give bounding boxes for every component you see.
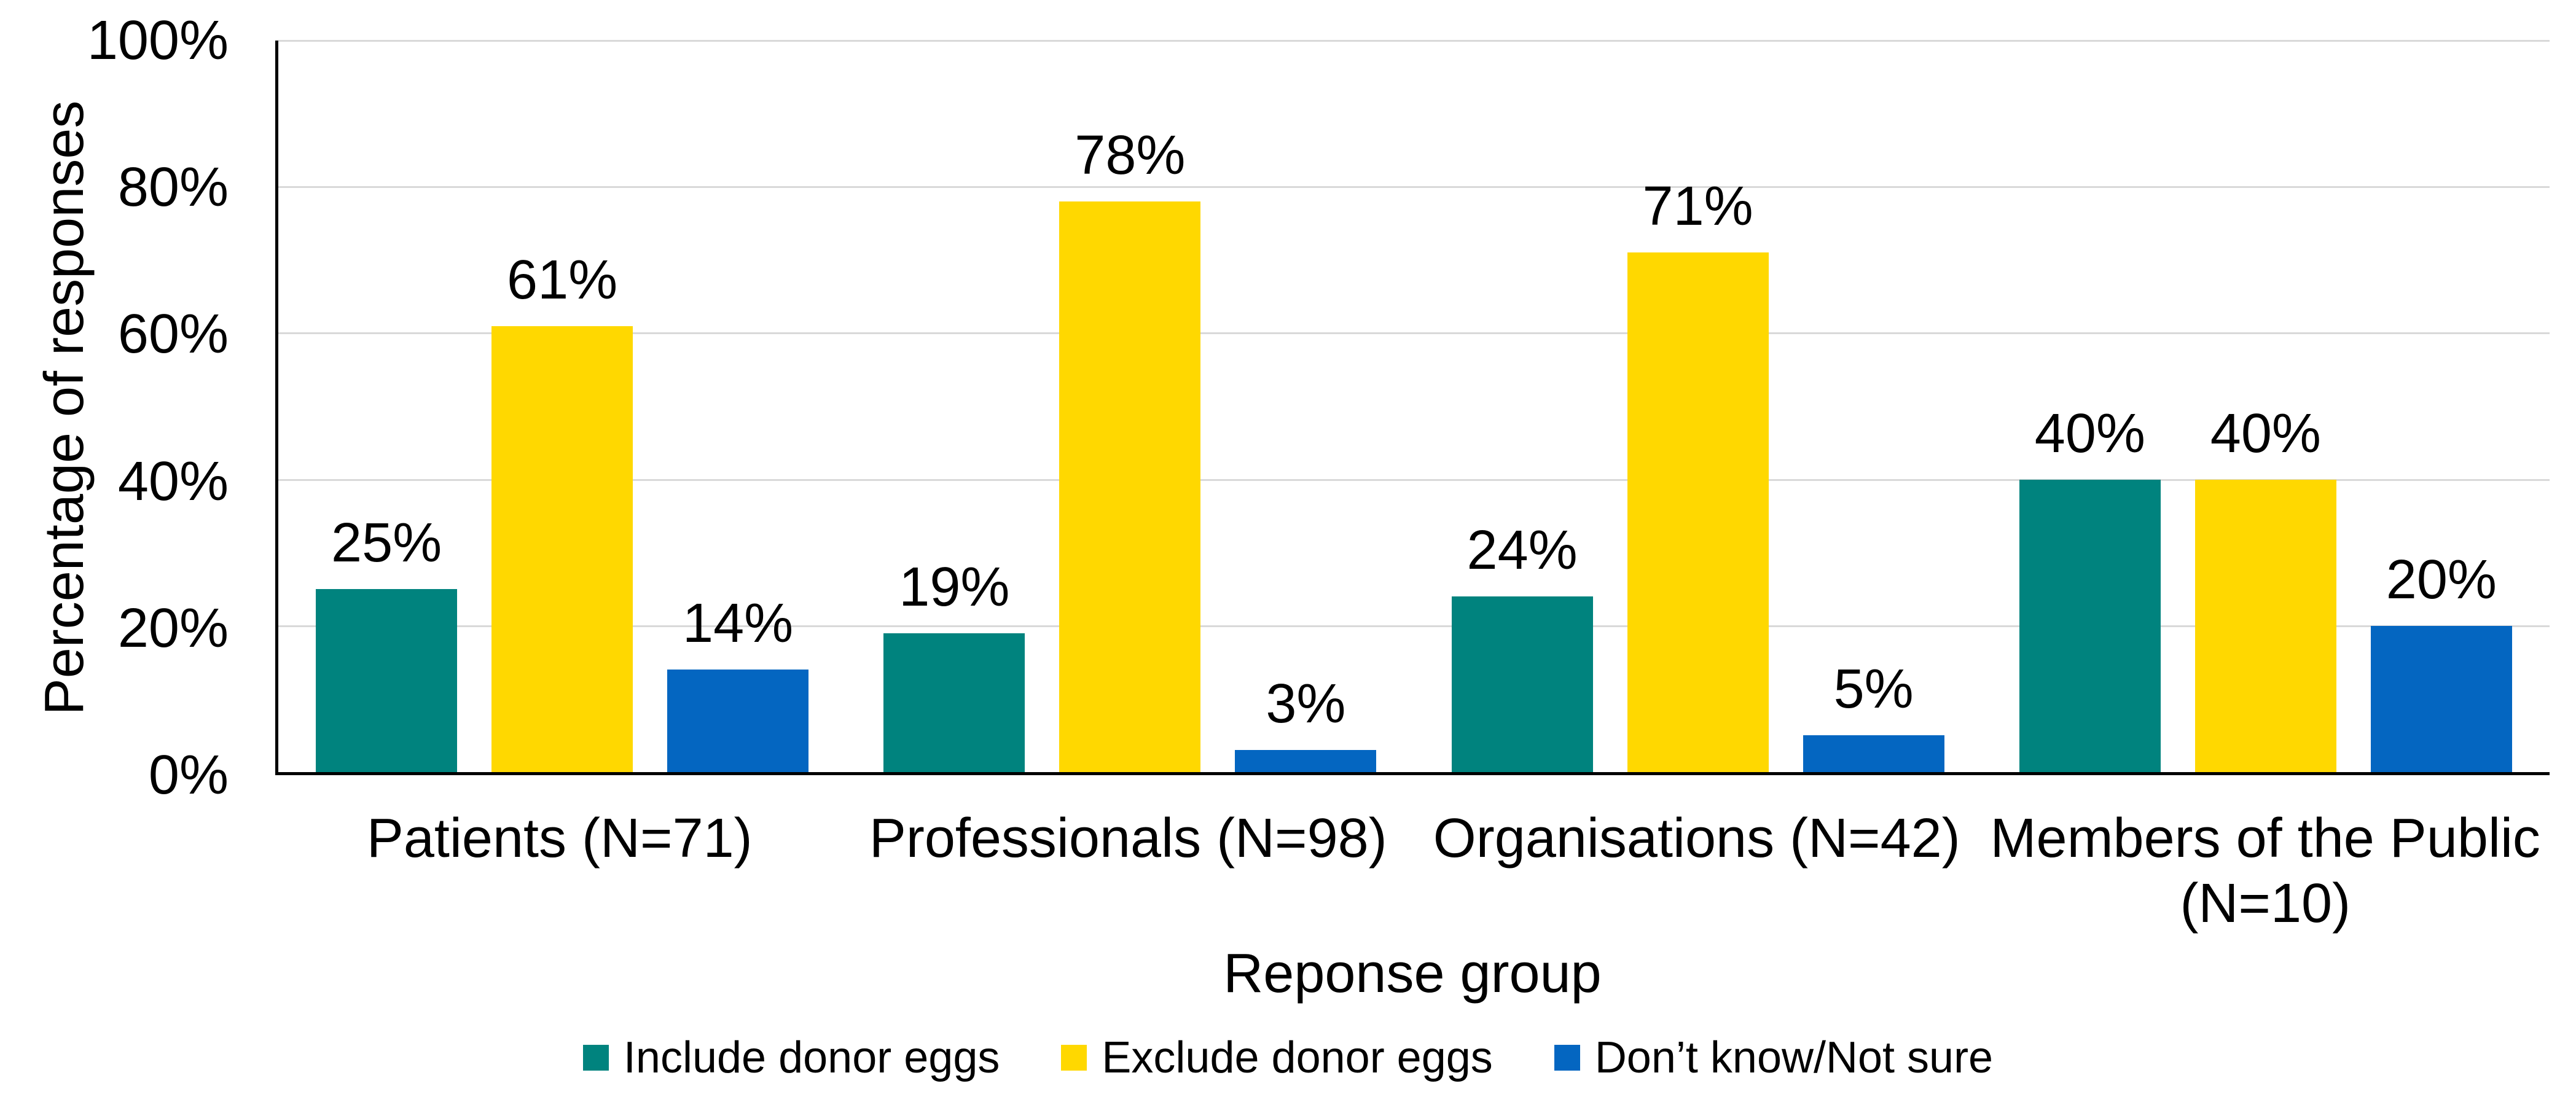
legend-swatch-don-t-know-not-sure — [1554, 1045, 1580, 1071]
bar-value-label: 40% — [2210, 402, 2321, 464]
legend-swatch-include-donor-eggs — [582, 1045, 609, 1071]
legend-label-exclude-donor-eggs: Exclude donor eggs — [1102, 1033, 1493, 1082]
bar-cell-exclude-donor-eggs: 71% — [1627, 41, 1769, 772]
y-axis-tick-labels: 0% 20% 40% 60% 80% 100% — [0, 13, 229, 803]
bar-value-label: 20% — [2386, 549, 2497, 611]
bar-cell-include-donor-eggs: 40% — [2019, 41, 2161, 772]
legend-swatch-exclude-donor-eggs — [1061, 1045, 1087, 1071]
bar-cell-include-donor-eggs: 24% — [1451, 41, 1593, 772]
y-tick-label-80: 80% — [117, 157, 229, 219]
bar-value-label: 78% — [1075, 125, 1186, 187]
x-category-label-1: Patients (N=71) — [366, 808, 753, 869]
x-axis-category-labels: Patients (N=71) Professionals (N=98) Organ… — [275, 806, 2550, 936]
bar-groups-container: 25% 61% 14% 19% 78% 3% 24% 71% 5% 40% 40% 20% — [278, 41, 2550, 772]
y-tick-label-0: 0% — [148, 744, 229, 806]
y-tick-label-40: 40% — [117, 450, 229, 512]
legend: Include donor eggs Exclude donor eggs Don’… — [0, 1036, 2576, 1080]
bar-value-label: 5% — [1833, 658, 1914, 721]
bar-include-donor-eggs — [1451, 596, 1593, 772]
bar-don-t-know-not-sure — [1803, 735, 1944, 772]
bar-cell-exclude-donor-eggs: 78% — [1059, 41, 1201, 772]
bar-cell-don-t-know-not-sure: 5% — [1803, 41, 1944, 772]
legend-item-include-donor-eggs: Include donor eggs — [582, 1033, 1000, 1082]
bar-value-label: 24% — [1466, 520, 1578, 582]
x-category-label-2: Professionals (N=98) — [869, 808, 1387, 869]
bar-exclude-donor-eggs — [491, 326, 633, 772]
bar-cell-include-donor-eggs: 19% — [883, 41, 1025, 772]
bar-don-t-know-not-sure — [2370, 625, 2512, 772]
bar-don-t-know-not-sure — [1235, 750, 1377, 772]
legend-item-don-t-know-not-sure: Don’t know/Not sure — [1554, 1036, 1993, 1080]
bar-cell-don-t-know-not-sure: 3% — [1235, 41, 1377, 772]
bar-value-label: 3% — [1266, 673, 1346, 735]
legend-item-exclude-donor-eggs: Exclude donor eggs — [1061, 1033, 1493, 1082]
gridline-80 — [278, 186, 2550, 189]
y-tick-label-20: 20% — [117, 597, 229, 659]
x-category-label-3: Organisations (N=42) — [1433, 808, 1960, 869]
bar-exclude-donor-eggs — [2194, 479, 2336, 772]
y-tick-label-60: 60% — [117, 303, 229, 365]
legend-label-don-t-know-not-sure: Don’t know/Not sure — [1594, 1033, 1994, 1082]
bar-include-donor-eggs — [316, 589, 458, 772]
bar-group-1: 25% 61% 14% — [278, 41, 846, 772]
bar-value-label: 14% — [683, 593, 794, 655]
gridline-60 — [278, 332, 2550, 335]
bar-cell-exclude-donor-eggs: 61% — [491, 41, 633, 772]
bar-cell-don-t-know-not-sure: 14% — [667, 41, 809, 772]
gridline-100 — [278, 40, 2550, 42]
bar-cell-include-donor-eggs: 25% — [316, 41, 458, 772]
bar-value-label: 25% — [331, 512, 442, 574]
bar-cell-exclude-donor-eggs: 40% — [2194, 41, 2336, 772]
bar-exclude-donor-eggs — [1059, 201, 1201, 772]
bar-cell-don-t-know-not-sure: 20% — [2370, 41, 2512, 772]
bar-group-2: 19% 78% 3% — [846, 41, 1414, 772]
bar-value-label: 19% — [899, 556, 1010, 618]
plot-area: 25% 61% 14% 19% 78% 3% 24% 71% 5% 40% 40% 20% — [275, 40, 2550, 775]
x-axis-title: Reponse group — [1223, 943, 1602, 1004]
y-tick-label-100: 100% — [87, 10, 229, 71]
bar-include-donor-eggs — [883, 633, 1025, 772]
x-category-label-4: Members of the Public (N=10) — [1990, 808, 2540, 935]
gridline-40 — [278, 478, 2550, 481]
bar-don-t-know-not-sure — [667, 670, 809, 772]
bar-value-label: 71% — [1642, 176, 1753, 238]
gridline-20 — [278, 625, 2550, 627]
bar-exclude-donor-eggs — [1627, 252, 1769, 772]
bar-include-donor-eggs — [2019, 479, 2161, 772]
bar-group-4: 40% 40% 20% — [1982, 41, 2550, 772]
bar-group-3: 24% 71% 5% — [1414, 41, 1982, 772]
legend-label-include-donor-eggs: Include donor eggs — [623, 1033, 1000, 1082]
bar-value-label: 61% — [507, 249, 618, 311]
bar-value-label: 40% — [2034, 402, 2145, 464]
